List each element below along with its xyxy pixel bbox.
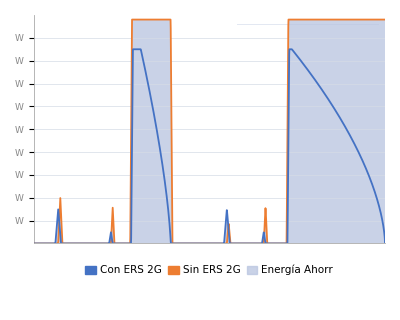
Legend: Con ERS 2G, Sin ERS 2G, Energía Ahorr: Con ERS 2G, Sin ERS 2G, Energía Ahorr xyxy=(81,260,337,279)
